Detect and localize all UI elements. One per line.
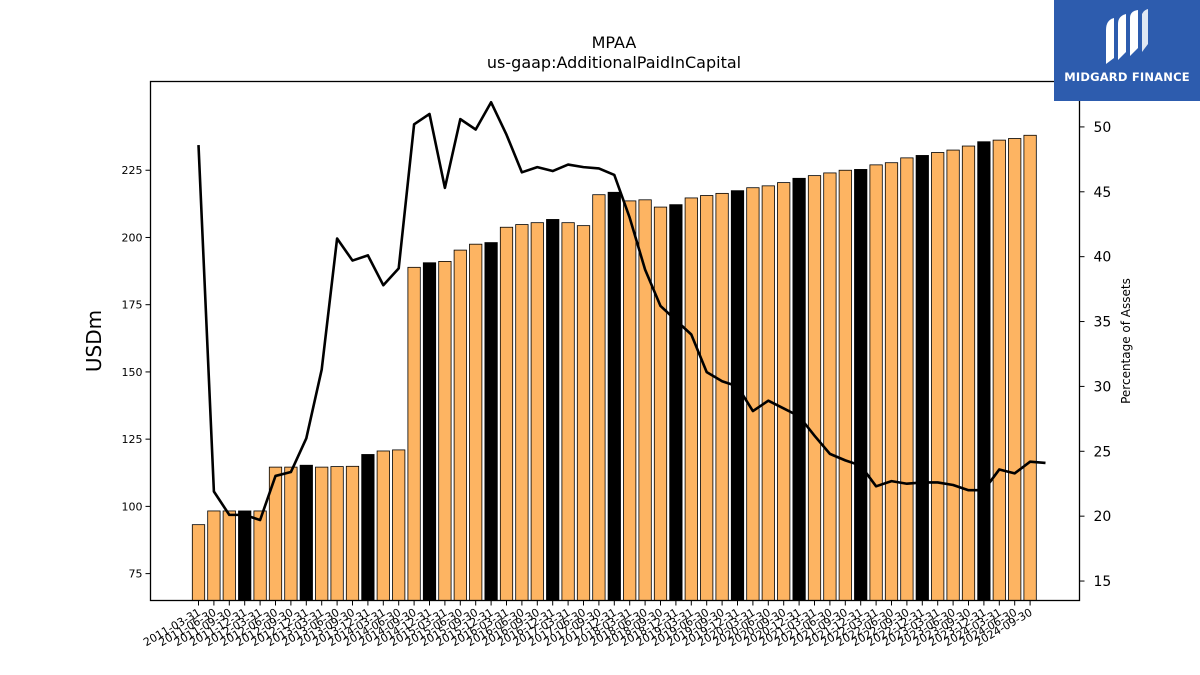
bar-2020-12-31 bbox=[792, 177, 806, 601]
y2-tick-label: 30 bbox=[1094, 379, 1112, 395]
bar-2023-12-31 bbox=[977, 141, 991, 601]
bar-2015-12-31 bbox=[484, 242, 498, 601]
y-tick-label: 75 bbox=[129, 568, 143, 581]
bar-series bbox=[191, 134, 1037, 601]
percentage-line-series bbox=[197, 100, 1046, 522]
x-axis: 2011-03-312011-06-302011-09-302011-12-31… bbox=[141, 600, 1035, 649]
y2-tick-label: 35 bbox=[1094, 315, 1112, 331]
bar-2022-03-31 bbox=[869, 164, 883, 601]
y2-tick-label: 40 bbox=[1094, 250, 1112, 266]
bar-2023-09-30 bbox=[961, 145, 976, 601]
bar-2024-03-31 bbox=[992, 139, 1006, 601]
bar-2019-03-31 bbox=[684, 197, 698, 601]
y-tick-label: 175 bbox=[122, 299, 143, 312]
bar-2019-09-30 bbox=[715, 192, 729, 601]
bar-2016-09-30 bbox=[530, 222, 544, 601]
bar-2018-06-30 bbox=[638, 199, 652, 601]
y-tick-label: 200 bbox=[122, 231, 143, 244]
y-tick-label: 100 bbox=[122, 500, 143, 513]
bar-2014-09-30 bbox=[407, 266, 421, 601]
bar-2016-03-31 bbox=[499, 226, 514, 601]
brand-name: MIDGARD FINANCE bbox=[1064, 70, 1190, 84]
bar-2014-12-31 bbox=[422, 262, 437, 601]
y-axis-label: USDm bbox=[82, 310, 106, 372]
plot-frame bbox=[149, 80, 1081, 602]
y-axis-right: 15 20 25 30 35 40 45 50 bbox=[1079, 120, 1112, 590]
y2-tick-label: 20 bbox=[1094, 509, 1112, 525]
y-tick-label: 125 bbox=[122, 433, 143, 446]
bar-2021-12-31 bbox=[854, 169, 868, 601]
bar-2015-06-30 bbox=[453, 249, 467, 601]
bar-2018-09-30 bbox=[653, 206, 668, 601]
bar-2016-06-30 bbox=[515, 224, 529, 601]
percentage-of-assets-line bbox=[197, 100, 1046, 522]
bar-2011-06-30 bbox=[207, 510, 221, 601]
chart-title: MPAA bbox=[592, 33, 637, 52]
y2-tick-label: 15 bbox=[1094, 574, 1112, 590]
bar-2011-03-31 bbox=[191, 524, 206, 601]
bar-2018-12-31 bbox=[669, 204, 683, 601]
bar-2021-06-30 bbox=[823, 172, 837, 601]
chart-subtitle: us-gaap:AdditionalPaidInCapital bbox=[487, 53, 741, 72]
bar-2013-03-31 bbox=[315, 466, 329, 601]
bar-2017-09-30 bbox=[592, 194, 606, 601]
bar-2014-06-30 bbox=[392, 449, 406, 601]
midgard-finance-logo: MIDGARD FINANCE bbox=[1054, 0, 1200, 101]
bar-2017-06-30 bbox=[576, 225, 591, 601]
bar-2018-03-31 bbox=[623, 200, 637, 601]
bar-2024-09-30 bbox=[1023, 134, 1037, 601]
bar-2012-12-31 bbox=[299, 464, 313, 601]
bar-2023-03-31 bbox=[931, 152, 945, 601]
bar-2017-03-31 bbox=[561, 222, 575, 601]
bar-2016-12-31 bbox=[546, 219, 560, 601]
bar-2012-03-31 bbox=[253, 510, 267, 601]
y2-tick-label: 45 bbox=[1094, 185, 1112, 201]
bar-2017-12-31 bbox=[607, 191, 621, 601]
y-axis-left: 75 100 125 150 175 200 225 bbox=[122, 164, 151, 581]
bar-2019-06-30 bbox=[700, 195, 714, 601]
bar-2015-03-31 bbox=[438, 260, 452, 601]
bar-2020-03-31 bbox=[746, 187, 760, 601]
bar-2020-09-30 bbox=[777, 182, 791, 601]
bar-2012-09-30 bbox=[284, 466, 298, 601]
bar-2023-06-30 bbox=[946, 149, 960, 601]
bar-2022-09-30 bbox=[900, 157, 914, 601]
bar-2024-06-30 bbox=[1008, 138, 1022, 601]
bar-2015-09-30 bbox=[469, 243, 483, 601]
bar-2022-12-31 bbox=[915, 155, 929, 601]
y2-tick-label: 50 bbox=[1094, 120, 1112, 136]
y2-axis-label: Percentage of Assets bbox=[1119, 278, 1133, 404]
bar-2013-12-31 bbox=[361, 454, 375, 601]
bar-2022-06-30 bbox=[884, 162, 899, 601]
y-tick-label: 150 bbox=[122, 366, 143, 379]
bar-2021-09-30 bbox=[838, 169, 852, 601]
bar-2014-03-31 bbox=[376, 450, 390, 601]
y2-tick-label: 25 bbox=[1094, 444, 1112, 460]
bar-2013-09-30 bbox=[345, 465, 360, 601]
midgard-logo-icon bbox=[1106, 9, 1148, 64]
y-tick-label: 225 bbox=[122, 164, 143, 177]
bar-2021-03-31 bbox=[807, 175, 822, 601]
bar-2011-09-30 bbox=[222, 510, 236, 601]
bar-2011-12-31 bbox=[238, 510, 252, 601]
bar-2013-06-30 bbox=[330, 466, 344, 601]
bar-2020-06-30 bbox=[761, 185, 775, 601]
